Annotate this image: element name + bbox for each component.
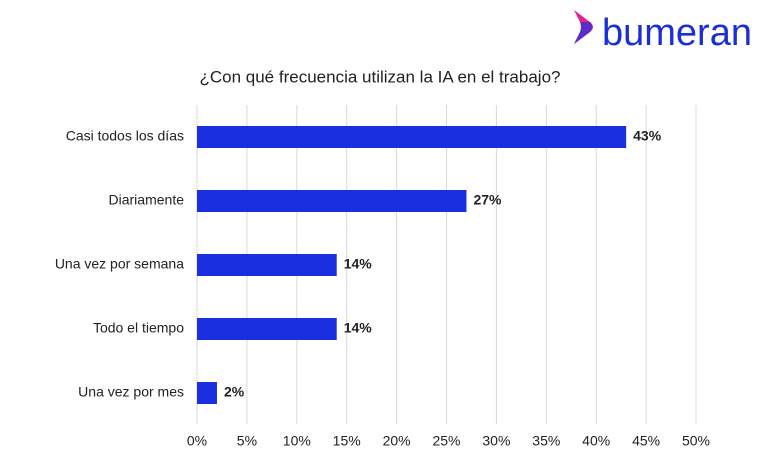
x-tick-label: 5% bbox=[237, 433, 257, 449]
y-tick-label: Una vez por semana bbox=[55, 256, 184, 272]
x-tick-label: 0% bbox=[187, 433, 207, 449]
bar bbox=[197, 254, 337, 276]
x-tick-label: 40% bbox=[582, 433, 610, 449]
logo: bumeran bbox=[574, 10, 752, 54]
x-tick-label: 30% bbox=[482, 433, 510, 449]
y-tick-label: Diariamente bbox=[109, 192, 185, 208]
value-label: 14% bbox=[344, 320, 373, 336]
value-label: 2% bbox=[224, 384, 245, 400]
y-tick-label: Todo el tiempo bbox=[93, 320, 184, 336]
brand-name: bumeran bbox=[602, 12, 752, 54]
chart-title: ¿Con qué frecuencia utilizan la IA en el… bbox=[199, 67, 560, 86]
x-tick-label: 35% bbox=[532, 433, 560, 449]
bar bbox=[197, 318, 337, 340]
x-tick-label: 45% bbox=[632, 433, 660, 449]
x-tick-label: 50% bbox=[682, 433, 710, 449]
logo-icon-shade bbox=[574, 22, 592, 44]
bar bbox=[197, 190, 467, 212]
x-tick-label: 25% bbox=[432, 433, 460, 449]
bar bbox=[197, 382, 217, 404]
value-label: 27% bbox=[473, 192, 502, 208]
y-tick-label: Una vez por mes bbox=[78, 384, 184, 400]
value-label: 14% bbox=[344, 256, 373, 272]
bar bbox=[197, 126, 627, 148]
x-tick-label: 15% bbox=[333, 433, 361, 449]
x-tick-label: 20% bbox=[383, 433, 411, 449]
x-tick-label: 10% bbox=[283, 433, 311, 449]
y-tick-label: Casi todos los días bbox=[66, 128, 184, 144]
value-label: 43% bbox=[633, 128, 662, 144]
